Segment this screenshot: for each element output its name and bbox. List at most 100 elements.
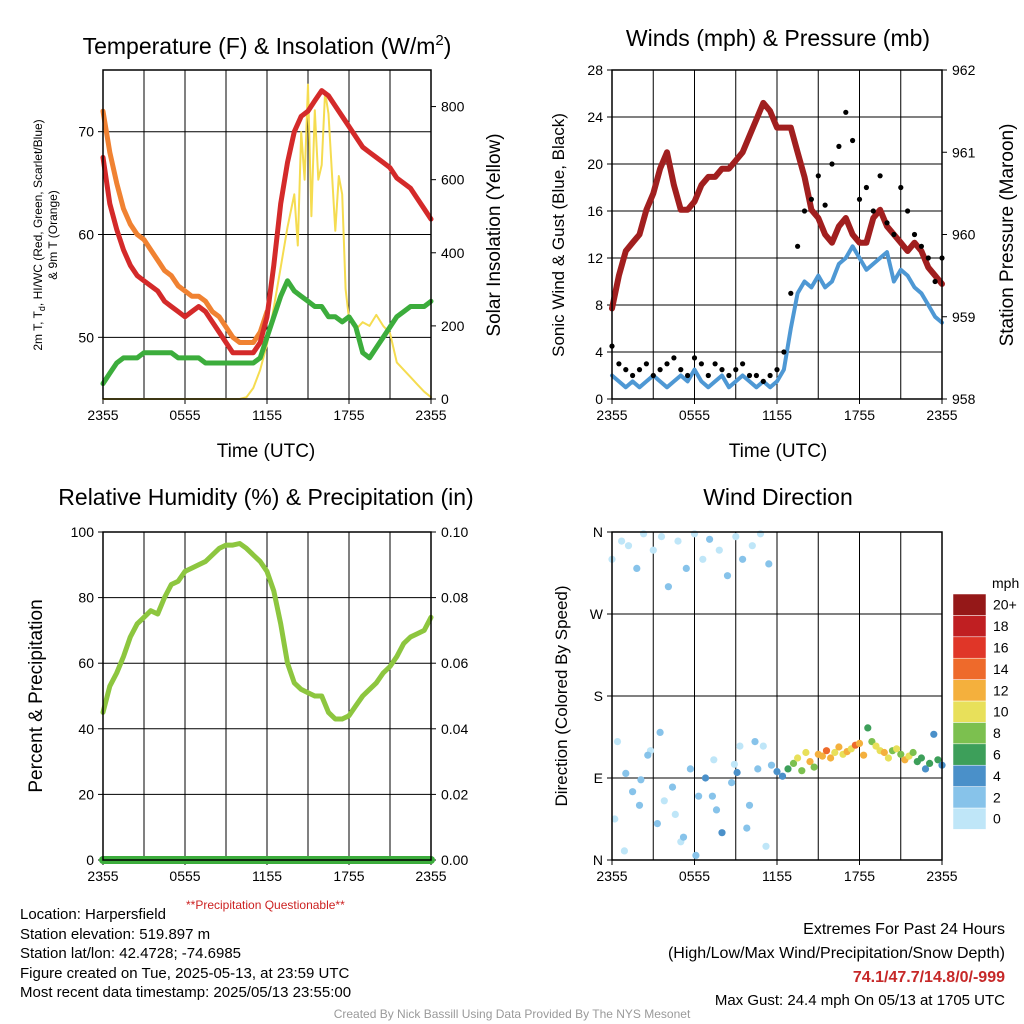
direction-point (712, 806, 721, 814)
direction-point (686, 765, 695, 773)
colorbar-label: 10 (993, 704, 1009, 720)
direction-point (762, 842, 770, 850)
direction-point (748, 542, 756, 550)
direction-point (701, 774, 710, 782)
direction-point (611, 815, 619, 823)
direction-point (730, 760, 739, 768)
direction-point (798, 767, 806, 775)
direction-point (644, 751, 652, 759)
temp-rtick-label: 200 (441, 318, 465, 334)
rh-left-ylabel: Percent & Precipitation (26, 599, 47, 792)
wind-ytick-label: 12 (587, 250, 603, 266)
direction-point (822, 747, 831, 755)
colorbar-swatch (952, 615, 987, 638)
rh-ytick-label: 0 (86, 852, 94, 868)
colorbar-label: 0 (993, 811, 1001, 827)
direction-point (733, 768, 741, 777)
wind-xtick-label: 2355 (926, 407, 957, 423)
dir-ytick-label: E (594, 770, 603, 786)
direction-point (728, 779, 736, 787)
direction-point (629, 788, 637, 796)
dir-ytick-label: W (590, 606, 604, 622)
rh-rtick-label: 0.06 (441, 655, 468, 671)
gust-point (616, 361, 622, 367)
temp-xaxis-title: Time (UTC) (217, 441, 316, 462)
gust-point (863, 184, 870, 191)
direction-point (767, 761, 776, 769)
direction-point (710, 756, 718, 764)
rh-ytick-label: 100 (71, 524, 95, 540)
station-info: Location: Harpersfield Station elevation… (20, 905, 351, 1003)
temp-xtick-label: 2355 (415, 407, 446, 423)
wind-ytick-label: 16 (587, 203, 603, 219)
wind-panel-title: Winds (mph) & Pressure (mb) (626, 25, 930, 51)
gust-point (843, 109, 849, 115)
temp-ytick-label: 70 (78, 124, 94, 140)
direction-point (718, 829, 726, 837)
wind-rtick-label: 959 (952, 309, 976, 325)
gust-point (643, 361, 650, 367)
gust-point (733, 367, 739, 373)
figure-created: Figure created on Tue, 2025-05-13, at 23… (20, 964, 350, 982)
colorbar-swatch (952, 679, 987, 702)
temp-panel-title: Temperature (F) & Insolation (W/m2) (83, 32, 452, 59)
gust-point (685, 372, 691, 379)
gust-point (671, 355, 677, 361)
rh-rtick-label: 0.00 (441, 852, 468, 868)
gust-point (664, 361, 670, 367)
direction-point (732, 533, 740, 541)
gust-point (726, 372, 732, 379)
dir-xtick-label: 0555 (679, 868, 710, 884)
wind-right-ylabel: Station Pressure (Maroon) (997, 124, 1018, 347)
dir-xtick-label: 1755 (844, 868, 875, 884)
gust-point (691, 355, 698, 361)
station-latlon: Station lat/lon: 42.4728; -74.6985 (20, 945, 242, 962)
direction-point (622, 769, 630, 778)
rh-rtick-label: 0.02 (441, 786, 468, 802)
colorbar-label: 18 (993, 618, 1009, 634)
gust-point (822, 202, 828, 208)
gust-point (815, 173, 821, 179)
colorbar-swatch (952, 700, 987, 723)
wind-left-ylabel: Sonic Wind & Gust (Blue, Black) (549, 113, 568, 357)
direction-point (917, 754, 926, 762)
direction-point (893, 745, 901, 753)
direction-point (897, 750, 905, 758)
gust-point (774, 367, 780, 373)
direction-point (637, 776, 645, 784)
rh-ytick-label: 60 (78, 655, 94, 671)
direction-point (660, 797, 668, 805)
gust-point (712, 361, 718, 367)
direction-point (818, 752, 827, 760)
colorbar-swatch (952, 657, 987, 680)
wind-frame (611, 69, 943, 400)
direction-point (930, 730, 938, 738)
direction-point (736, 742, 744, 750)
rh-rtick-label: 0.10 (441, 524, 468, 540)
station-location: Location: Harpersfield (20, 906, 166, 923)
gust-point (678, 367, 684, 373)
rh-plot: 2355 0555 1155 1755 23550204060801000.000.02… (71, 524, 469, 884)
sonic-wind-line (610, 244, 944, 390)
extremes-heading: Extremes For Past 24 Hours (803, 921, 1005, 938)
gust-point (781, 349, 787, 355)
wind-xtick-label: 0555 (679, 407, 710, 423)
direction-point (699, 555, 707, 563)
gust-point (760, 378, 766, 384)
gust-point (850, 137, 856, 144)
rh-panel-title: Relative Humidity (%) & Precipitation (i… (58, 484, 473, 510)
direction-point (656, 728, 664, 737)
direction-point (794, 754, 802, 762)
wind-xtick-label: 1155 (762, 407, 792, 423)
wind-ytick-label: 8 (595, 297, 603, 313)
direction-point (789, 759, 798, 768)
gust-point (705, 372, 711, 379)
colorbar-label: 6 (993, 747, 1001, 763)
temp-left-ylabel: 2m T, Td, HI/WC (Red, Green, Scarlet/Blu… (31, 119, 47, 350)
direction-point (706, 535, 714, 543)
gust-point (801, 208, 808, 214)
rh-ytick-label: 20 (78, 786, 94, 802)
temp-rtick-label: 400 (441, 245, 465, 261)
gust-point (740, 361, 746, 367)
direction-point (618, 537, 626, 545)
